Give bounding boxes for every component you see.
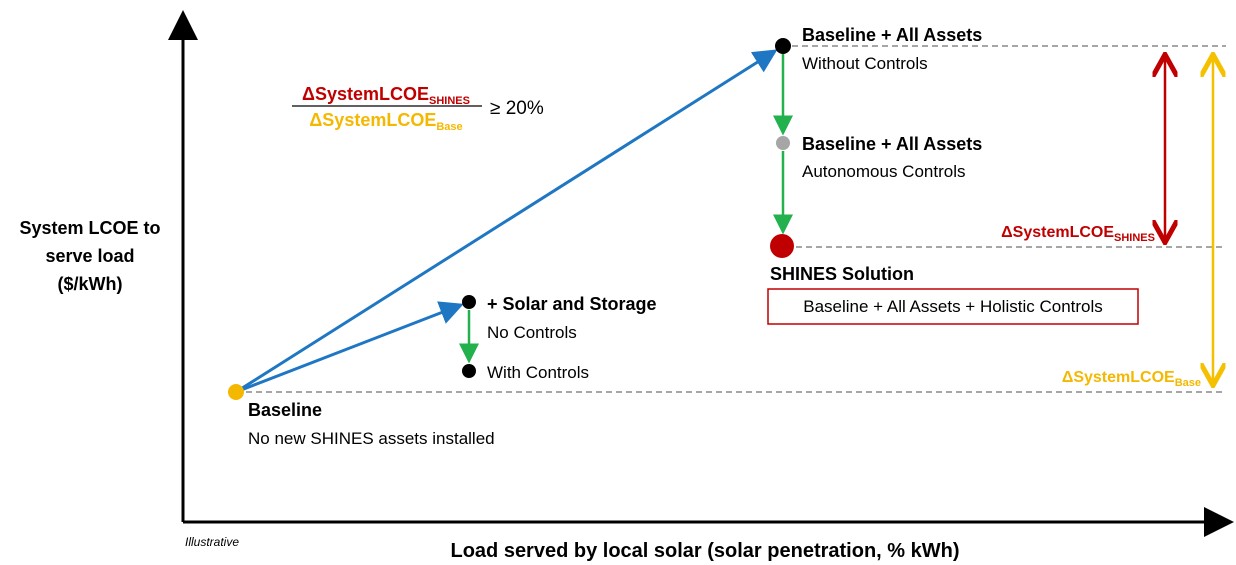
node-subtitle: Baseline + All Assets + Holistic Control…: [803, 297, 1103, 316]
node-dot: [228, 384, 244, 400]
node-subtitle: With Controls: [487, 363, 589, 382]
ratio-numerator: ΔSystemLCOESHINES: [302, 84, 470, 107]
ratio-text: ΔSystemLCOE: [302, 84, 429, 104]
node-subtitle: No Controls: [487, 323, 577, 342]
delta-sub: Base: [1175, 377, 1201, 389]
node-dot: [462, 364, 476, 378]
node-title: Baseline + All Assets: [802, 25, 982, 45]
node-dot: [775, 38, 791, 54]
delta-sub: SHINES: [1114, 232, 1155, 244]
node-subtitle: Autonomous Controls: [802, 162, 965, 181]
note: Illustrative: [185, 535, 239, 549]
node-title: + Solar and Storage: [487, 294, 657, 314]
delta-text: ΔSystemLCOE: [1001, 224, 1114, 241]
delta-label: ΔSystemLCOESHINES: [1001, 224, 1155, 244]
node-subtitle: Without Controls: [802, 54, 928, 73]
ratio-text: ΔSystemLCOE: [309, 110, 436, 130]
node-subtitle: No new SHINES assets installed: [248, 429, 495, 448]
node-dot: [462, 295, 476, 309]
ratio-sub: SHINES: [429, 95, 470, 107]
node-title: Baseline: [248, 400, 322, 420]
y-axis-label: System LCOE to: [19, 218, 160, 238]
ratio-condition: ≥ 20%: [490, 98, 544, 119]
x-axis-label: Load served by local solar (solar penetr…: [450, 540, 959, 562]
node-dot: [776, 136, 790, 150]
node-title: Baseline + All Assets: [802, 134, 982, 154]
solution-box: [767, 288, 1139, 325]
delta-label: ΔSystemLCOEBase: [1062, 369, 1201, 389]
delta-text: ΔSystemLCOE: [1062, 369, 1175, 386]
ratio-denominator: ΔSystemLCOEBase: [309, 110, 462, 133]
y-axis-label: serve load: [45, 246, 134, 266]
node-title: SHINES Solution: [770, 264, 914, 284]
arrow: [235, 49, 778, 394]
arrow: [235, 301, 464, 394]
y-axis-label: ($/kWh): [58, 274, 123, 294]
node-dot: [770, 234, 794, 258]
ratio-sub: Base: [436, 121, 462, 133]
